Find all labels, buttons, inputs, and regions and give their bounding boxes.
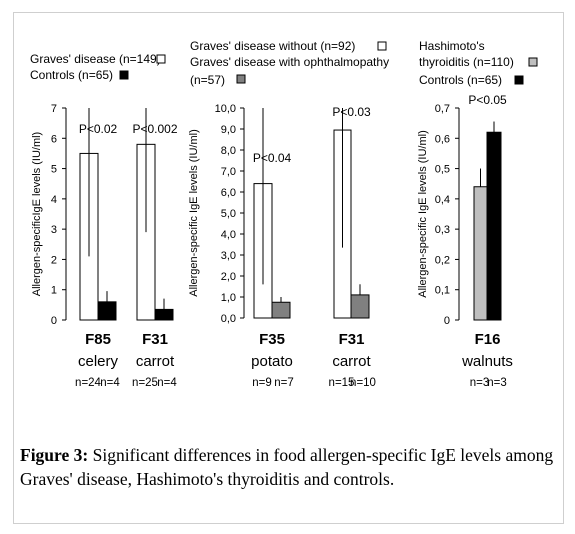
- legend-swatch: [156, 54, 166, 64]
- y-tick-label: 3: [51, 224, 57, 236]
- y-tick-label: 0,0: [221, 313, 236, 325]
- category-name-label: celery: [78, 353, 119, 370]
- y-tick-label: 0,5: [435, 164, 450, 176]
- caption-text: Significant differences in food allergen…: [20, 445, 554, 489]
- y-tick-label: 5,0: [221, 208, 236, 220]
- chart-panel-1: 0 1 2 3 4 5 6 7 Allergen-specificIgE levels (IU/…: [31, 103, 178, 389]
- legend-swatch: [236, 74, 246, 84]
- legend-label: thyroiditis (n=110): [419, 55, 514, 69]
- n-label: n=10: [350, 377, 376, 389]
- bar-group-f31: P<0.03 F31 carrot n=15n=10: [329, 105, 376, 389]
- category-code-label: F31: [142, 331, 168, 348]
- legend-label: Controls (n=65): [419, 73, 502, 87]
- y-tick-label: 3,0: [221, 250, 236, 262]
- bar: [486, 131, 502, 321]
- y-axis-label: Allergen-specificIgE levels (IU/ml): [31, 132, 43, 296]
- legend-label: Graves' disease with ophthalmopathy: [190, 55, 389, 69]
- y-tick-label: 2: [51, 254, 57, 266]
- category-name-label: carrot: [332, 353, 371, 370]
- n-label: n=3: [487, 377, 507, 389]
- y-tick-label: 7: [51, 103, 57, 115]
- category-name-label: carrot: [136, 353, 175, 370]
- category-code-label: F31: [339, 331, 365, 348]
- category-code-label: F85: [85, 331, 111, 348]
- y-axis-label: Allergen-specific IgE levels (IU/ml): [417, 130, 429, 298]
- p-value-label: P<0.04: [253, 151, 292, 165]
- legend-label: Controls (n=65): [30, 68, 113, 82]
- legend-swatch: [528, 57, 538, 67]
- category-code-label: F16: [475, 331, 501, 348]
- n-label: n=9: [252, 377, 272, 389]
- bar: [350, 294, 370, 319]
- y-tick-label: 10,0: [215, 103, 236, 115]
- legend-swatch: [119, 70, 129, 80]
- n-label: n=3: [470, 377, 490, 389]
- legend-layer: Graves' disease (n=149) Controls (n=65) Gr…: [30, 39, 538, 87]
- category-code-label: F35: [259, 331, 285, 348]
- y-tick-label: 0,4: [435, 194, 450, 206]
- figure-frame: [13, 12, 564, 524]
- legend-label: Graves' disease without (n=92): [190, 39, 355, 53]
- y-tick-label: 1,0: [221, 292, 236, 304]
- y-tick-label: 4,0: [221, 229, 236, 241]
- n-label: n=25: [132, 377, 158, 389]
- y-tick-label: 0,7: [435, 103, 450, 115]
- n-label: n=4: [100, 377, 120, 389]
- bar-group-f35: P<0.04 F35 potato n=9 n=7: [251, 108, 294, 389]
- p-value-label: P<0.05: [468, 93, 507, 107]
- p-value-label: P<0.03: [332, 105, 371, 119]
- bar: [271, 301, 291, 319]
- category-name-label: potato: [251, 353, 293, 370]
- legend-label: (n=57): [190, 73, 225, 87]
- legend-swatch: [377, 41, 387, 51]
- y-tick-label: 8,0: [221, 145, 236, 157]
- n-label: n=15: [329, 377, 355, 389]
- n-label: n=4: [157, 377, 177, 389]
- y-tick-label: 0,1: [435, 285, 450, 297]
- chart-panel-3: 0 0,1 0,2 0,3 0,4 0,5 0,6 0,7 Allergen-specific …: [417, 93, 513, 389]
- y-tick-label: 5: [51, 164, 57, 176]
- y-tick-label: 0: [51, 315, 57, 327]
- y-tick-label: 0,6: [435, 133, 450, 145]
- bar-group-f85: P<0.02 F85 celery n=24 n=4: [75, 108, 120, 389]
- bar-group-f16: P<0.05 F16 walnuts n=3n=3: [461, 93, 513, 389]
- legend-label: Graves' disease (n=149): [30, 52, 161, 66]
- y-tick-label: 0,2: [435, 254, 450, 266]
- p-value-label: P<0.02: [79, 122, 118, 136]
- panels-layer: 0 1 2 3 4 5 6 7 Allergen-specificIgE levels (IU/…: [31, 93, 513, 389]
- figure-caption: Figure 3: Significant differences in foo…: [20, 443, 560, 491]
- bar: [154, 308, 174, 321]
- bar: [473, 186, 488, 321]
- y-tick-label: 4: [51, 194, 57, 206]
- caption-label: Figure 3:: [20, 445, 89, 465]
- y-tick-label: 6: [51, 133, 57, 145]
- chart-panel-2: 0,0 1,0 2,0 3,0 4,0 5,0 6,0 7,0 8,0 9,0 10,0 Allerg…: [188, 103, 376, 389]
- y-axis-label: Allergen-specific IgE levels (IU/ml): [188, 129, 200, 297]
- legend-swatch: [514, 75, 524, 85]
- n-label: n=24: [75, 377, 102, 389]
- y-tick-label: 9,0: [221, 124, 236, 136]
- n-label: n=7: [274, 377, 294, 389]
- y-tick-label: 1: [51, 285, 57, 297]
- p-value-label: P<0.002: [132, 122, 177, 136]
- category-name-label: walnuts: [461, 353, 513, 370]
- y-tick-label: 0: [444, 315, 450, 327]
- y-tick-label: 2,0: [221, 271, 236, 283]
- bar-group-f31: P<0.002 F31 carrot n=25 n=4: [132, 108, 178, 389]
- legend-label: Hashimoto's: [419, 39, 485, 53]
- y-tick-label: 7,0: [221, 166, 236, 178]
- y-tick-label: 0,3: [435, 224, 450, 236]
- bar: [97, 301, 117, 321]
- y-tick-label: 6,0: [221, 187, 236, 199]
